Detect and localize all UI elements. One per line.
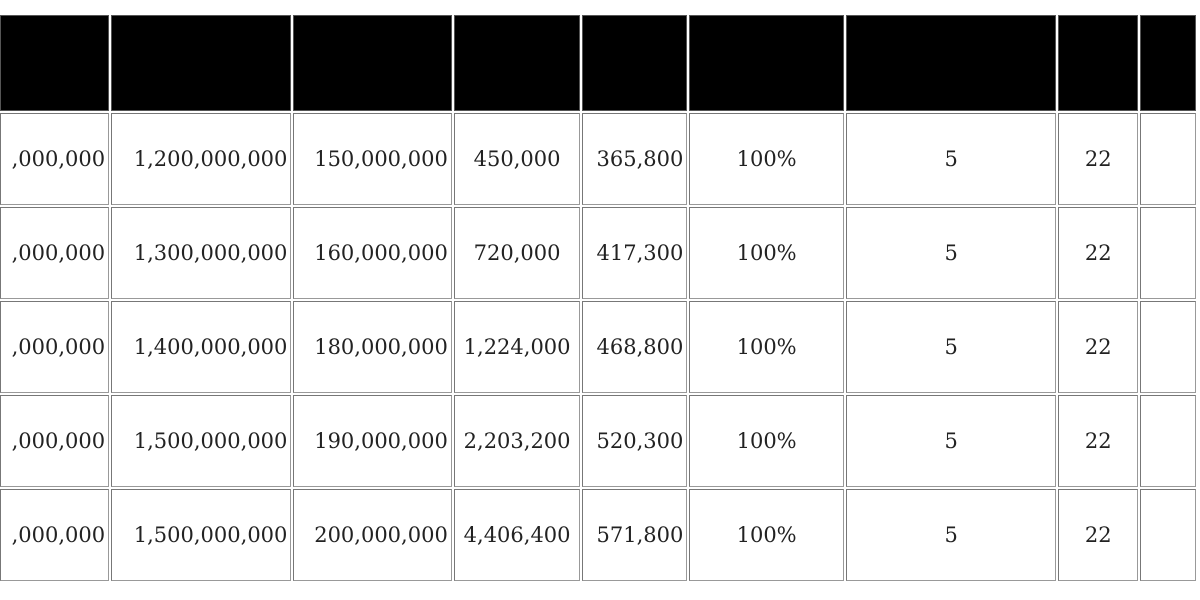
table-row: ,000,000 1,400,000,000 180,000,000 1,224,00…	[0, 301, 1196, 393]
table-cell	[1140, 395, 1196, 487]
table-cell: 720,000	[453, 207, 581, 299]
table-row: ,000,000 1,300,000,000 160,000,000 720,000 4…	[0, 207, 1196, 299]
table-cell: 5	[845, 489, 1057, 581]
table-cell	[1140, 301, 1196, 393]
table-cell: 5	[845, 395, 1057, 487]
table-cell: 571,800	[582, 489, 688, 581]
table-cell: 160,000,000	[293, 207, 452, 299]
table-cell: 520,300	[582, 395, 688, 487]
column-header	[1140, 15, 1196, 111]
table-cell: 1,500,000,000	[111, 395, 292, 487]
table-cell: 417,300	[582, 207, 688, 299]
table-cell: 22	[1058, 207, 1139, 299]
table-cell: ,000,000	[0, 489, 110, 581]
column-header	[453, 15, 581, 111]
table-cell: 180,000,000	[293, 301, 452, 393]
column-header	[0, 15, 110, 111]
table-cell: 4,406,400	[453, 489, 581, 581]
data-table: ,000,000 1,200,000,000 150,000,000 450,000 3…	[0, 13, 1198, 583]
table-cell: 1,200,000,000	[111, 113, 292, 205]
column-header	[845, 15, 1057, 111]
table-row: ,000,000 1,500,000,000 190,000,000 2,203,20…	[0, 395, 1196, 487]
table-cell	[1140, 207, 1196, 299]
table-cell: 468,800	[582, 301, 688, 393]
table-cell: 22	[1058, 113, 1139, 205]
table-cell: 100%	[689, 395, 844, 487]
table-cell: 100%	[689, 301, 844, 393]
table-cell	[1140, 113, 1196, 205]
table-cell: ,000,000	[0, 207, 110, 299]
table-cell: 1,400,000,000	[111, 301, 292, 393]
table-cell: 200,000,000	[293, 489, 452, 581]
column-header	[111, 15, 292, 111]
header-row	[0, 15, 1196, 111]
table-cell: 150,000,000	[293, 113, 452, 205]
column-header	[293, 15, 452, 111]
column-header	[582, 15, 688, 111]
table-cell: 1,500,000,000	[111, 489, 292, 581]
table-cell: 5	[845, 207, 1057, 299]
table-cell: 1,300,000,000	[111, 207, 292, 299]
table-cell: ,000,000	[0, 113, 110, 205]
table-cell: 22	[1058, 301, 1139, 393]
table-cell: 100%	[689, 489, 844, 581]
table-cell: 22	[1058, 395, 1139, 487]
table-cell: 5	[845, 301, 1057, 393]
table-cell: ,000,000	[0, 395, 110, 487]
table-cell: 22	[1058, 489, 1139, 581]
table-cell: 190,000,000	[293, 395, 452, 487]
table-row: ,000,000 1,500,000,000 200,000,000 4,406,40…	[0, 489, 1196, 581]
table-cell: 1,224,000	[453, 301, 581, 393]
table-cell: 100%	[689, 207, 844, 299]
table-cell: ,000,000	[0, 301, 110, 393]
column-header	[1058, 15, 1139, 111]
table-cell	[1140, 489, 1196, 581]
table-cell: 100%	[689, 113, 844, 205]
data-table-container: ,000,000 1,200,000,000 150,000,000 450,000 3…	[0, 13, 1200, 588]
table-cell: 5	[845, 113, 1057, 205]
table-cell: 2,203,200	[453, 395, 581, 487]
column-header	[689, 15, 844, 111]
table-cell: 450,000	[453, 113, 581, 205]
table-cell: 365,800	[582, 113, 688, 205]
table-row: ,000,000 1,200,000,000 150,000,000 450,000 3…	[0, 113, 1196, 205]
